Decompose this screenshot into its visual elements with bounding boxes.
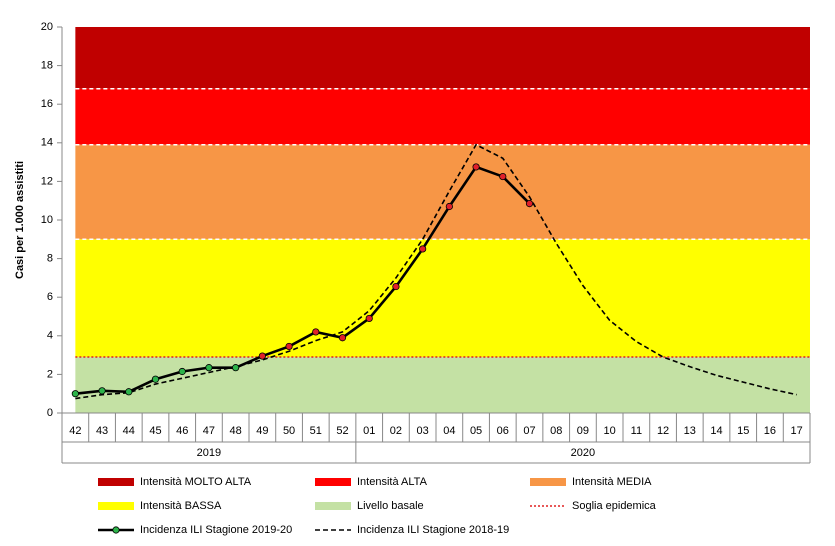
y-tick-label: 6 <box>47 291 53 303</box>
data-point <box>419 245 427 253</box>
data-point <box>525 199 534 208</box>
x-tick-label: 16 <box>764 425 776 437</box>
y-tick-label: 10 <box>41 214 53 226</box>
data-point <box>472 163 480 171</box>
data-point <box>98 387 106 395</box>
y-tick-label: 18 <box>41 60 53 72</box>
y-tick-label: 8 <box>47 253 53 265</box>
legend-swatch <box>315 478 351 486</box>
data-point <box>338 334 347 342</box>
x-tick-label: 04 <box>443 425 455 437</box>
legend-swatch <box>98 478 134 486</box>
x-tick-label: 12 <box>657 425 669 437</box>
legend-marker <box>112 526 120 534</box>
y-tick-label: 14 <box>41 137 53 149</box>
legend-swatch <box>530 478 566 486</box>
legend-label: Intensità MOLTO ALTA <box>140 476 252 488</box>
y-axis-label: Casi per 1.000 assistiti <box>14 161 26 279</box>
y-tick-label: 2 <box>47 368 53 380</box>
x-tick-label: 51 <box>310 425 322 437</box>
data-point <box>151 375 160 383</box>
x-tick-label: 17 <box>791 425 803 437</box>
y-tick-label: 0 <box>47 407 53 419</box>
intensity-band <box>75 144 811 240</box>
group-label: 2020 <box>571 447 595 459</box>
legend-label: Soglia epidemica <box>572 500 657 512</box>
x-tick-label: 06 <box>497 425 509 437</box>
x-tick-label: 10 <box>604 425 616 437</box>
x-tick-label: 13 <box>684 425 696 437</box>
x-tick-label: 45 <box>149 425 161 437</box>
x-tick-label: 50 <box>283 425 295 437</box>
intensity-band <box>75 88 811 145</box>
x-tick-label: 05 <box>470 425 482 437</box>
data-point <box>258 352 266 360</box>
x-tick-label: 42 <box>69 425 81 437</box>
data-point <box>499 172 507 181</box>
legend-label: Intensità MEDIA <box>572 476 652 488</box>
series-line <box>75 143 797 400</box>
x-tick-label: 46 <box>176 425 188 437</box>
x-tick-label: 43 <box>96 425 108 437</box>
group-label: 2019 <box>197 447 221 459</box>
x-tick-label: 14 <box>710 425 722 437</box>
x-tick-label: 09 <box>577 425 589 437</box>
data-point <box>232 364 240 372</box>
x-tick-label: 52 <box>336 425 348 437</box>
data-point <box>445 202 453 211</box>
legend-swatch <box>315 502 351 510</box>
data-point <box>125 388 133 396</box>
data-point <box>392 282 400 291</box>
data-point <box>71 390 79 398</box>
data-point <box>178 367 186 376</box>
x-tick-label: 08 <box>550 425 562 437</box>
data-point <box>312 328 320 336</box>
data-point <box>205 364 213 372</box>
y-tick-label: 12 <box>41 175 53 187</box>
data-point <box>285 342 293 351</box>
x-tick-label: 01 <box>363 425 375 437</box>
y-tick-label: 4 <box>47 330 53 342</box>
intensity-band <box>75 27 811 89</box>
legend-label: Intensità ALTA <box>357 476 428 488</box>
legend-label: Intensità BASSA <box>140 500 222 512</box>
x-tick-label: 44 <box>123 425 135 437</box>
x-tick-label: 07 <box>523 425 535 437</box>
legend-label: Livello basale <box>357 500 424 512</box>
y-tick-label: 16 <box>41 98 53 110</box>
legend-label: Incidenza ILI Stagione 2018-19 <box>357 524 509 536</box>
x-tick-label: 02 <box>390 425 402 437</box>
y-tick-label: 20 <box>41 21 53 33</box>
x-tick-label: 03 <box>417 425 429 437</box>
legend-swatch <box>98 502 134 510</box>
x-tick-label: 48 <box>230 425 242 437</box>
intensity-band <box>75 357 811 413</box>
x-tick-label: 11 <box>631 425 642 437</box>
x-tick-label: 49 <box>256 425 268 437</box>
legend-label: Incidenza ILI Stagione 2019-20 <box>140 524 292 536</box>
intensity-band <box>75 239 811 358</box>
x-tick-label: 15 <box>737 425 749 437</box>
series-line <box>75 165 531 395</box>
x-tick-label: 47 <box>203 425 215 437</box>
data-point <box>365 314 373 323</box>
